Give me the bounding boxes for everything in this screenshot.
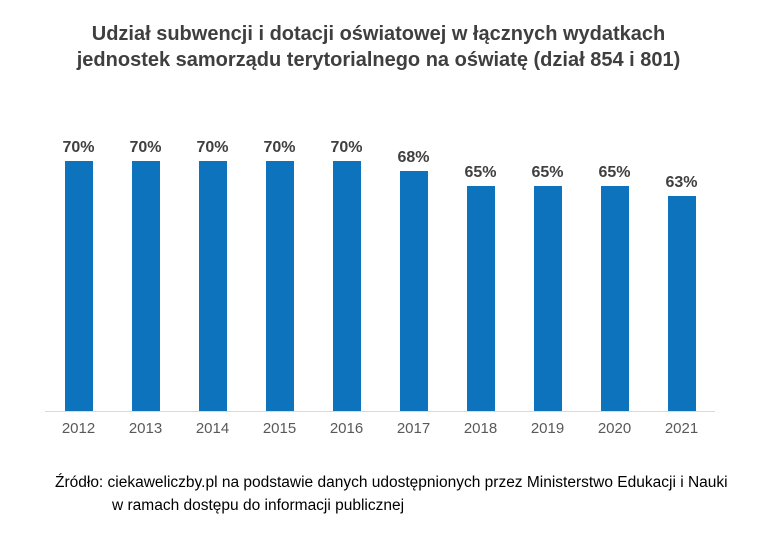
bar-column: 70% — [313, 137, 380, 411]
bar — [198, 161, 227, 411]
bar-column: 70% — [112, 137, 179, 411]
bar-column: 70% — [45, 137, 112, 411]
chart-title: Udział subwencji i dotacji oświatowej w … — [76, 23, 681, 71]
bar — [667, 196, 696, 411]
source-note: Źródło: ciekaweliczby.pl na podstawie da… — [55, 474, 728, 514]
bar-column: 65% — [447, 137, 514, 411]
bar — [466, 186, 495, 411]
bar-column: 70% — [246, 137, 313, 411]
x-tick-label: 2017 — [396, 420, 431, 437]
x-tick-label: 2018 — [463, 420, 498, 437]
bar-column: 65% — [581, 137, 648, 411]
bar — [399, 171, 428, 411]
bar-value-label: 65% — [598, 164, 631, 181]
bar-column: 70% — [179, 137, 246, 411]
bar-value-label: 70% — [330, 139, 363, 156]
bar-value-label: 65% — [464, 164, 497, 181]
bar — [332, 161, 361, 411]
bar-value-label: 70% — [196, 139, 229, 156]
bar — [64, 161, 93, 411]
bar-column: 65% — [514, 137, 581, 411]
bar — [600, 186, 629, 411]
bar-value-label: 70% — [129, 139, 162, 156]
bar-value-label: 65% — [531, 164, 564, 181]
bar — [131, 161, 160, 411]
bar-column: 63% — [648, 137, 715, 411]
plot-area: 70% 70% 70% 70% 70% 68% 65% 65% 65% 63% — [45, 137, 715, 412]
bar-value-label: 63% — [665, 174, 698, 191]
x-tick-label: 2012 — [61, 420, 96, 437]
bar-value-label: 70% — [263, 139, 296, 156]
x-tick-label: 2013 — [128, 420, 163, 437]
bar — [265, 161, 294, 411]
x-tick-label: 2016 — [329, 420, 364, 437]
x-tick-label: 2019 — [530, 420, 565, 437]
bar — [533, 186, 562, 411]
bar-value-label: 70% — [62, 139, 95, 156]
x-tick-label: 2015 — [262, 420, 297, 437]
x-tick-label: 2020 — [597, 420, 632, 437]
x-tick-label: 2021 — [664, 420, 699, 437]
x-axis: 2012 2013 2014 2015 2016 2017 2018 2019 2020 2021 — [45, 420, 715, 438]
bar-value-label: 68% — [397, 149, 430, 166]
x-tick-label: 2014 — [195, 420, 230, 437]
bar-column: 68% — [380, 137, 447, 411]
